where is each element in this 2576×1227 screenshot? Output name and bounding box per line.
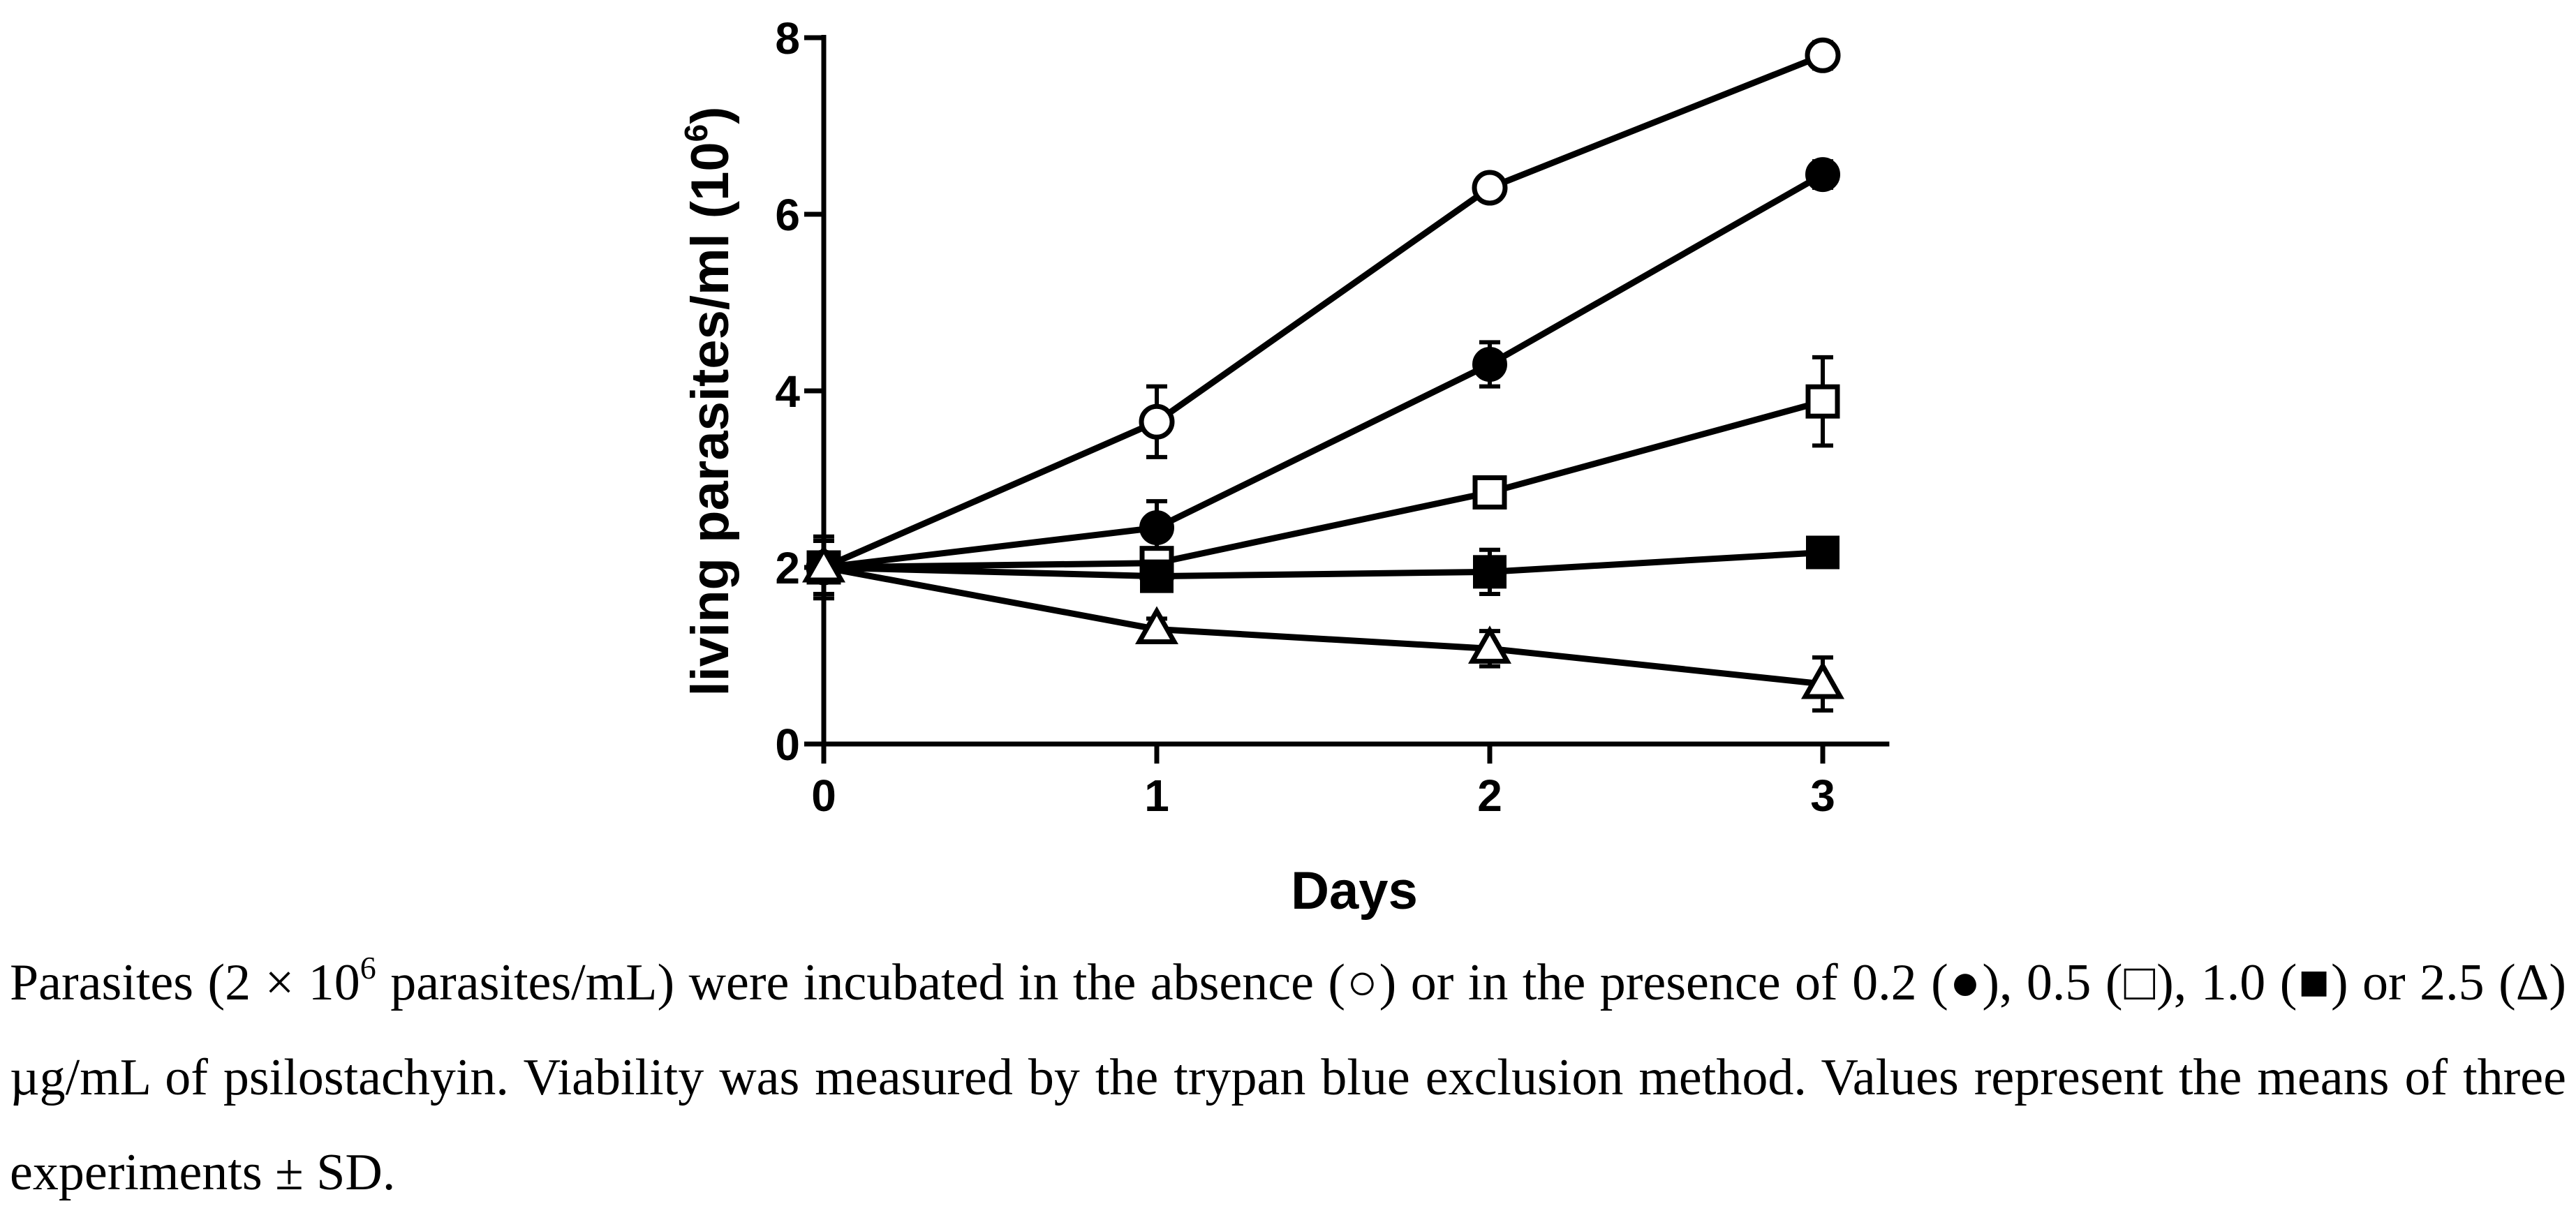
series-4-point-0 (801, 544, 846, 583)
series-1-point-2 (1472, 347, 1507, 382)
y-axis-title: living parasites/ml (106) (678, 106, 740, 696)
series-2-line (823, 398, 1824, 571)
series-4-line (823, 564, 1823, 687)
series-3-line (823, 549, 1823, 580)
y-axis-title-exponent: 6 (678, 124, 714, 142)
series-1-point-3 (1805, 157, 1840, 193)
series-0-point-2 (1472, 170, 1508, 206)
y-axis-title-main: living parasites/ml (10 (681, 142, 740, 696)
series-1-line (823, 172, 1825, 571)
x-tick-label-2: 2 (1477, 771, 1502, 821)
x-axis-title: Days (1291, 861, 1418, 921)
caption-part1: Parasites (2 × 10 (10, 954, 360, 1011)
series-4-point-1 (1134, 606, 1179, 645)
series-2-point-3 (1805, 384, 1840, 419)
series-1-point-1 (1139, 510, 1174, 546)
series-3-point-3 (1806, 535, 1840, 570)
series-3-point-2 (1473, 555, 1507, 589)
y-tick-label-8: 8 (775, 13, 800, 64)
series-0-point-3 (1805, 37, 1841, 73)
x-tick-label-3: 3 (1810, 771, 1835, 821)
caption-exponent: 6 (360, 950, 376, 986)
series-0-point-1 (1139, 403, 1175, 440)
figure-caption: Parasites (2 × 106 parasites/mL) were in… (10, 935, 2566, 1220)
y-tick-label-4: 4 (775, 366, 800, 417)
series-4-point-2 (1467, 625, 1512, 664)
x-tick-label-1: 1 (1144, 771, 1169, 821)
series-layer (801, 37, 1845, 713)
axes: 0 2 4 6 8 0 1 2 3 (775, 13, 1890, 821)
y-tick-label-2: 2 (775, 543, 800, 593)
y-tick-label-6: 6 (775, 190, 800, 240)
y-axis-title-suffix: ) (681, 106, 740, 124)
x-tick-label-0: 0 (811, 771, 836, 821)
series-4-point-3 (1800, 660, 1845, 699)
caption-part2: parasites/mL) were incubated in the abse… (10, 954, 2566, 1201)
series-3-point-1 (1140, 559, 1174, 593)
series-0-line (822, 52, 1824, 571)
y-tick-label-0: 0 (775, 720, 800, 770)
series-2-point-2 (1472, 475, 1507, 510)
